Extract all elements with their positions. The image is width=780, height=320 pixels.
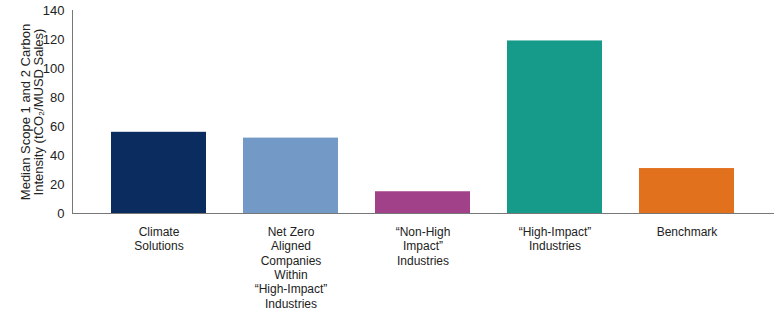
svg-text:Benchmark: Benchmark: [657, 225, 719, 239]
svg-text:100: 100: [43, 61, 65, 76]
svg-text:“Non-HighImpact”Industries: “Non-HighImpact”Industries: [396, 225, 451, 268]
svg-text:120: 120: [43, 32, 65, 47]
svg-text:80: 80: [50, 90, 64, 105]
svg-text:Median Scope 1 and 2 CarbonInt: Median Scope 1 and 2 CarbonIntensity (tC…: [18, 24, 46, 200]
svg-text:ClimateSolutions: ClimateSolutions: [134, 225, 183, 253]
svg-text:“High-Impact”Industries: “High-Impact”Industries: [519, 225, 592, 253]
svg-text:60: 60: [50, 119, 64, 134]
svg-text:Net ZeroAlignedCompaniesWithin: Net ZeroAlignedCompaniesWithin“High-Impa…: [255, 225, 328, 311]
svg-text:20: 20: [50, 177, 64, 192]
svg-text:140: 140: [43, 3, 65, 18]
svg-text:0: 0: [57, 206, 64, 221]
svg-text:40: 40: [50, 148, 64, 163]
